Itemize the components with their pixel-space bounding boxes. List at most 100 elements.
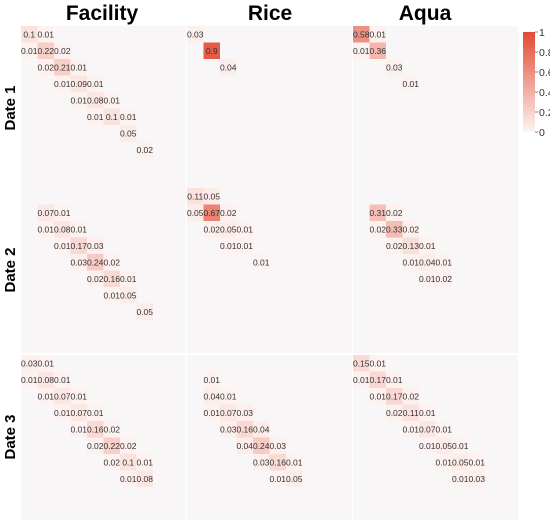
cell-value-label: 0.02 [120, 441, 137, 451]
cell-value-label: 0.01 [369, 391, 386, 401]
cell-value-label: 0.58 [353, 29, 370, 39]
heatmap-cell [220, 421, 237, 438]
cell-value-label: 0.03 [21, 358, 38, 368]
heatmap-cell [70, 92, 87, 109]
cell-value-label: 0.02 [435, 274, 452, 284]
heatmap-cell [103, 108, 120, 125]
cell-value-label: 0.01 [220, 391, 237, 401]
heatmap-cell [386, 237, 403, 254]
cell-value-label: 0.05 [136, 307, 153, 317]
cell-value-label: 0.01 [419, 408, 436, 418]
cell-value-label: 0.03 [468, 474, 485, 484]
heatmap-panels: 0.1 0.010.01 0.22 0.020.02 0.21 0.010.01 0.09 0… [21, 26, 518, 520]
heatmap-cell [369, 221, 386, 238]
row-title-date-2: Date 2 [2, 247, 19, 292]
cell-value-label: 0.03 [269, 441, 286, 451]
cell-value-label: 0.01 [87, 79, 104, 89]
heatmap-cell [402, 237, 419, 254]
cell-value-label: 0.04 [253, 424, 270, 434]
cell-value-label: 0.21 [54, 62, 71, 72]
cell-value-label: 0.15 [353, 358, 370, 368]
cell-value-label: 0.01 [136, 457, 153, 467]
heatmap-cell [220, 237, 237, 254]
cell-value-label: 0.01 [54, 408, 71, 418]
column-title-rice: Rice [248, 2, 292, 25]
heatmap-cell [253, 421, 270, 438]
cell-value-label: 0.02 [369, 224, 386, 234]
heatmap-cell [203, 388, 220, 405]
heatmap-cell [87, 404, 104, 421]
cell-value-label: 0.02 [103, 257, 120, 267]
cell-value-label: 0.01 [386, 375, 403, 385]
heatmap-cell [120, 470, 137, 487]
heatmap-cell [220, 204, 237, 221]
heatmap-cell [386, 404, 403, 421]
cell-value-label: 0.02 [386, 208, 403, 218]
row-title-date-3: Date 3 [2, 414, 19, 459]
heatmap-cell [120, 437, 137, 454]
cell-value-label: 0.1 [23, 29, 35, 39]
heatmap-cell [203, 404, 220, 421]
cell-value-label: 0.03 [386, 62, 403, 72]
heatmap-cell [435, 437, 452, 454]
heatmap-cell [386, 371, 403, 388]
heatmap-cell [54, 42, 71, 59]
panel-date-1-aqua: 0.58 0.010.01 0.360.030.01 [353, 26, 518, 191]
cell-value-label: 0.07 [70, 408, 87, 418]
cell-value-label: 0.33 [386, 224, 403, 234]
cell-value-label: 0.1 [106, 112, 118, 122]
cell-value-label: 0.01 [54, 79, 71, 89]
heatmap-cell [220, 59, 237, 76]
cell-value-label: 0.01 [87, 408, 104, 418]
colorbar-tick-label: 0.4 [539, 87, 550, 99]
colorbar-gradient [523, 32, 535, 132]
cell-value-label: 0.01 [435, 457, 452, 467]
heatmap-cell [120, 287, 137, 304]
cell-value-label: 0.01 [220, 241, 237, 251]
heatmap-cell [87, 237, 104, 254]
heatmap-cell [70, 221, 87, 238]
heatmap-cell [54, 59, 71, 76]
cell-value-label: 0.05 [286, 474, 303, 484]
heatmap-cell [37, 42, 54, 59]
heatmap-cell [103, 254, 120, 271]
heatmap-cell [87, 92, 104, 109]
heatmap-cell [353, 26, 370, 43]
heatmap-cell [203, 221, 220, 238]
colorbar-tick-label: 1 [539, 27, 545, 39]
heatmap-cell [203, 204, 220, 221]
heatmap-cell [54, 404, 71, 421]
cell-value-label: 0.01 [236, 224, 253, 234]
cell-value-label: 0.01 [369, 358, 386, 368]
cell-value-label: 0.67 [203, 208, 220, 218]
heatmap-cell [369, 388, 386, 405]
heatmap-cell [70, 75, 87, 92]
cell-value-label: 0.08 [136, 474, 153, 484]
heatmap-cell [452, 454, 469, 471]
cell-value-label: 0.1 [122, 457, 134, 467]
heatmap-cell [369, 355, 386, 372]
cell-value-label: 0.02 [87, 274, 104, 284]
heatmap-cell [37, 204, 54, 221]
heatmap-cell [435, 454, 452, 471]
cell-value-label: 0.05 [435, 441, 452, 451]
heatmap-cell [369, 371, 386, 388]
cell-value-label: 0.02 [386, 241, 403, 251]
heatmap-cell [253, 437, 270, 454]
cell-value-label: 0.02 [220, 208, 237, 218]
heatmap-cell [203, 371, 220, 388]
heatmap-cell [136, 454, 153, 471]
cell-value-label: 0.01 [402, 79, 419, 89]
cell-value-label: 0.03 [253, 457, 270, 467]
cell-value-label: 0.01 [236, 241, 253, 251]
cell-value-label: 0.01 [103, 95, 120, 105]
heatmap-cell [402, 75, 419, 92]
heatmap-cell [54, 221, 71, 238]
cell-value-label: 0.01 [419, 274, 436, 284]
column-title-facility: Facility [66, 2, 139, 25]
cell-value-label: 0.01 [353, 375, 370, 385]
heatmap-cell [187, 204, 204, 221]
cell-value-label: 0.01 [369, 29, 386, 39]
cell-value-label: 0.05 [452, 457, 469, 467]
